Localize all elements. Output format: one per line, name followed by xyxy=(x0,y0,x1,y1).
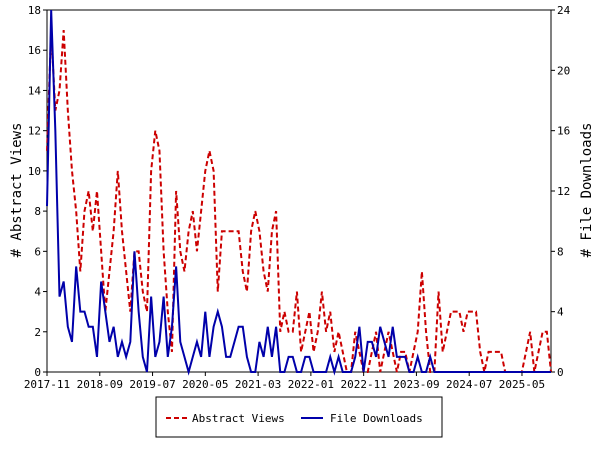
right-tick-label: 8 xyxy=(557,245,564,258)
x-tick-label: 2023-09 xyxy=(393,378,439,391)
legend-label-abstract-views: Abstract Views xyxy=(192,412,285,425)
legend-box xyxy=(155,396,443,438)
x-tick-label: 2018-09 xyxy=(77,378,123,391)
x-tick-label: 2022-01 xyxy=(288,378,334,391)
left-tick-label: 8 xyxy=(34,205,41,218)
right-axis-title: # File Downloads xyxy=(579,123,595,258)
left-tick-label: 0 xyxy=(34,366,41,379)
x-axis: 2017-11 2018-09 2019-07 2020-05 2021-03 2022-… xyxy=(24,372,545,391)
right-axis: 0 4 8 12 16 20 24 xyxy=(551,4,571,379)
series-line-file-downloads xyxy=(46,9,551,376)
left-axis: 0 2 4 6 8 10 12 14 16 18 xyxy=(28,4,47,379)
left-tick-label: 16 xyxy=(28,44,41,57)
x-tick-label: 2017-11 xyxy=(24,378,70,391)
x-tick-label: 2024-07 xyxy=(446,378,492,391)
x-tick-label: 2025-05 xyxy=(499,378,545,391)
x-tick-label: 2021-03 xyxy=(235,378,281,391)
left-tick-label: 12 xyxy=(28,125,41,138)
left-tick-label: 4 xyxy=(34,286,41,299)
x-tick-label: 2022-11 xyxy=(340,378,386,391)
left-tick-label: 6 xyxy=(34,245,41,258)
right-tick-label: 12 xyxy=(557,185,570,198)
right-tick-label: 4 xyxy=(557,306,564,319)
series-layer xyxy=(46,9,552,376)
right-tick-label: 20 xyxy=(557,64,570,77)
right-tick-label: 16 xyxy=(557,125,570,138)
x-tick-label: 2019-07 xyxy=(129,378,175,391)
right-tick-label: 0 xyxy=(557,366,564,379)
series-line-abstract-views xyxy=(46,30,552,373)
legend: Abstract Views File Downloads xyxy=(155,396,443,438)
legend-label-file-downloads: File Downloads xyxy=(330,412,423,425)
left-tick-label: 10 xyxy=(28,165,41,178)
x-tick-label: 2020-05 xyxy=(182,378,228,391)
left-tick-label: 18 xyxy=(28,4,41,17)
right-tick-label: 24 xyxy=(557,4,571,17)
left-tick-label: 2 xyxy=(34,326,41,339)
left-axis-title: # Abstract Views xyxy=(9,123,25,258)
left-tick-label: 14 xyxy=(28,84,42,97)
